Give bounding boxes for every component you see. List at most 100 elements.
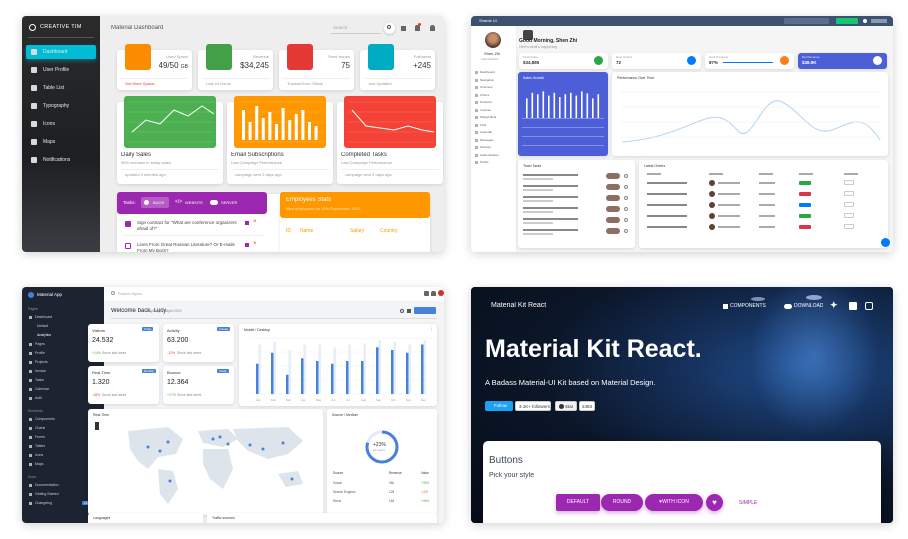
sidebar-item[interactable]: Orders: [480, 92, 490, 97]
refresh-icon[interactable]: [400, 309, 404, 313]
notifications-icon[interactable]: [431, 291, 436, 296]
sidebar-item[interactable]: Projects: [35, 360, 48, 364]
sidebar-item[interactable]: Invoices: [480, 107, 492, 112]
task-status-icon[interactable]: [624, 174, 628, 178]
view-button[interactable]: [844, 180, 854, 185]
more-icon[interactable]: ⋮: [429, 326, 434, 332]
sidebar-item[interactable]: Overview: [480, 85, 493, 89]
close-icon[interactable]: ×: [253, 241, 257, 247]
sidebar-item[interactable]: Widget Beta: [480, 115, 497, 119]
sidebar-item[interactable]: Components: [35, 417, 55, 421]
default-button[interactable]: DEFAULT: [556, 494, 600, 511]
brand-name[interactable]: Material Kit React: [491, 302, 547, 309]
fab-button[interactable]: [881, 238, 890, 247]
sidebar-item-table-list[interactable]: Table List: [26, 81, 96, 95]
twitter-follow-button[interactable]: Follow: [485, 401, 513, 411]
sidebar-item[interactable]: Auth: [35, 396, 43, 400]
tab-server[interactable]: SERVER: [221, 200, 238, 205]
task-status-icon[interactable]: [624, 218, 628, 222]
sidebar-item[interactable]: Profile: [35, 351, 45, 355]
map-zoom-controls[interactable]: [95, 422, 99, 430]
sidebar-item-icons[interactable]: Icons: [26, 117, 96, 131]
sidebar-item[interactable]: Calendar: [35, 387, 50, 391]
sidebar-item[interactable]: Tables: [35, 444, 46, 448]
task-status-icon[interactable]: [624, 196, 628, 200]
sidebar-item[interactable]: Maps: [35, 462, 44, 466]
sidebar-item[interactable]: Forms: [35, 435, 45, 439]
search-input[interactable]: Search: [331, 24, 381, 34]
sidebar-item[interactable]: Charts: [35, 426, 46, 430]
sidebar-item[interactable]: Dashboard: [480, 70, 495, 74]
task-status-icon[interactable]: [624, 185, 628, 189]
task-checkbox[interactable]: [125, 243, 131, 249]
edit-icon[interactable]: [245, 243, 249, 247]
sidebar-item[interactable]: Changelog: [35, 501, 52, 505]
sidebar-item[interactable]: Icons: [35, 453, 44, 457]
task-checkbox[interactable]: [125, 221, 131, 227]
top-action-button[interactable]: [836, 18, 858, 24]
task-status-icon[interactable]: [624, 229, 628, 233]
instagram-icon[interactable]: [865, 302, 873, 310]
close-icon[interactable]: ×: [253, 219, 257, 225]
person-icon[interactable]: [430, 25, 435, 31]
notifications-icon[interactable]: [415, 23, 421, 31]
sidebar-item[interactable]: Getting Started: [35, 492, 59, 496]
today-button[interactable]: [414, 307, 436, 314]
sidebar-item[interactable]: Authentication: [480, 152, 500, 157]
shards-dashboard-preview[interactable]: Shards UI Shen Zhi Administrator Dashboa…: [471, 16, 893, 252]
sidebar-item[interactable]: Calendar: [480, 130, 493, 134]
top-settings-icon[interactable]: [863, 19, 867, 23]
sidebar-item-dashboard[interactable]: Dashboard: [26, 45, 96, 59]
with-icon-button[interactable]: ♥WITH ICON: [645, 494, 703, 511]
avatar[interactable]: [438, 290, 444, 296]
avatar[interactable]: [485, 32, 501, 48]
sidebar-item[interactable]: Profile: [480, 160, 489, 164]
sidebar-item[interactable]: Default: [37, 324, 49, 328]
view-button[interactable]: [844, 202, 854, 207]
apps-icon[interactable]: [401, 26, 406, 31]
edit-icon[interactable]: [245, 221, 249, 225]
material-app-preview[interactable]: Material App Pages Dashboard Default Analyt…: [22, 287, 444, 523]
sidebar-item[interactable]: Settings: [480, 145, 491, 149]
sidebar-item-notifications[interactable]: Notifications: [26, 153, 96, 167]
round-button[interactable]: ROUND: [601, 494, 643, 511]
chart-card: Email Subscriptions Last Campaign Perform…: [227, 96, 333, 184]
search-input[interactable]: Search topics: [118, 291, 143, 296]
sidebar-item[interactable]: Invoice: [35, 369, 47, 373]
top-search-input[interactable]: [784, 18, 829, 24]
notifications-icon: [31, 157, 37, 163]
stat-footer: Get More Space...: [125, 81, 158, 86]
top-user-menu[interactable]: [871, 19, 887, 23]
view-button[interactable]: [844, 213, 854, 218]
task-status-icon[interactable]: [624, 207, 628, 211]
filter-icon[interactable]: [407, 309, 411, 313]
icon-only-button[interactable]: ♥: [706, 494, 723, 511]
twitter-icon[interactable]: ✦: [830, 300, 838, 310]
material-kit-react-preview[interactable]: Material Kit React COMPONENTS DOWNLOAD ✦…: [471, 287, 893, 523]
tab-bugs[interactable]: [141, 197, 169, 208]
sidebar-item[interactable]: Products: [480, 100, 492, 104]
sidebar-item[interactable]: Tasks: [35, 378, 44, 382]
sidebar-item[interactable]: Pages: [35, 342, 45, 346]
sidebar-item-typography[interactable]: Typography: [26, 99, 96, 113]
sidebar-item-user-profile[interactable]: User Profile: [26, 63, 96, 77]
sidebar-item-maps[interactable]: Maps: [26, 135, 96, 149]
facebook-icon[interactable]: [849, 302, 857, 310]
chat-icon[interactable]: [424, 291, 429, 296]
view-button[interactable]: [844, 191, 854, 196]
sidebar-item[interactable]: Analytics: [37, 333, 52, 337]
sidebar-item[interactable]: Dashboard: [35, 315, 53, 319]
sidebar-item[interactable]: Documentation: [35, 483, 59, 487]
sidebar-item[interactable]: Chat: [480, 122, 487, 127]
sidebar-item[interactable]: Messages: [480, 137, 494, 142]
search-button[interactable]: [384, 23, 395, 34]
nav-download[interactable]: DOWNLOAD: [794, 303, 824, 309]
view-button[interactable]: [844, 224, 854, 229]
simple-button[interactable]: SIMPLE: [739, 500, 758, 506]
github-star-button[interactable]: Star: [555, 401, 577, 411]
tab-website[interactable]: WEBSITE: [185, 200, 204, 205]
stat-card: Net Revenue $38.9K: [798, 53, 887, 69]
nav-components[interactable]: COMPONENTS: [730, 303, 766, 309]
material-dashboard-preview[interactable]: CREATIVE TIM Dashboard User Profile Table …: [22, 16, 444, 252]
sidebar-item[interactable]: Navigation: [480, 77, 495, 82]
